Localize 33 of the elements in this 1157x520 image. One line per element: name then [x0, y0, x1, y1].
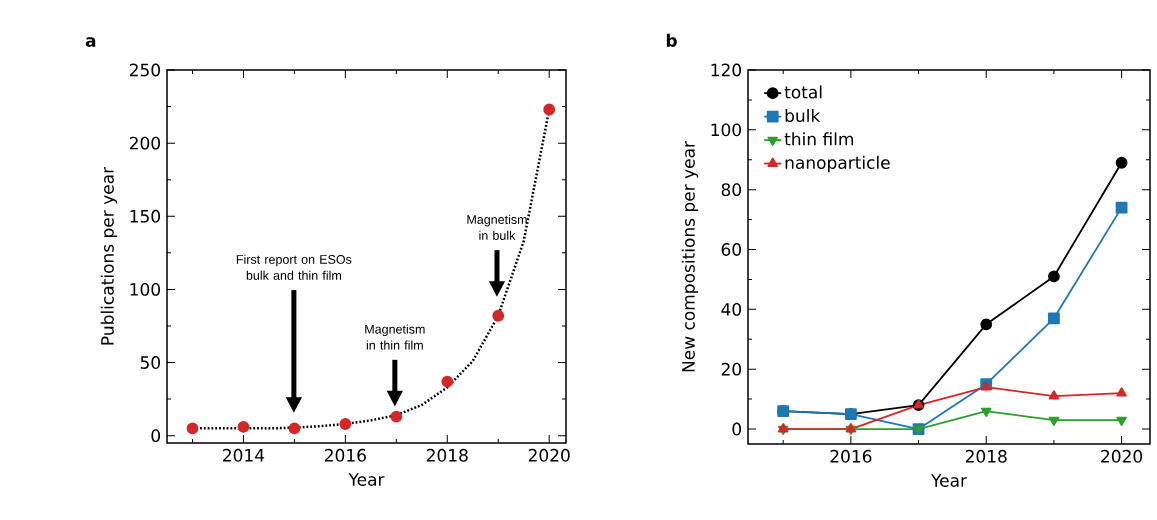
- x-axis-title: Year: [348, 473, 385, 486]
- y-tick-label: 20: [721, 362, 742, 376]
- x-tick-label: 2020: [528, 448, 570, 462]
- x-tick-label: 2016: [324, 448, 366, 462]
- y-tick-label: 40: [721, 302, 742, 316]
- y-tick-label: 50: [140, 356, 161, 369]
- annotation: Magnetism in thin film: [365, 324, 425, 350]
- x-tick-label: 2014: [223, 448, 265, 462]
- y-tick-label: 60: [721, 243, 742, 256]
- legend-label: total: [784, 85, 822, 99]
- y-tick-label: 150: [130, 209, 161, 223]
- chart-title: b: [666, 33, 677, 47]
- x-tick-label: 2020: [1101, 449, 1143, 463]
- y-tick-label: 120: [711, 63, 742, 77]
- legend-label: thin film: [784, 132, 854, 146]
- y-tick-label: 200: [129, 136, 161, 150]
- x-tick-label: 2018: [965, 449, 1007, 463]
- y-tick-label: 0: [732, 422, 742, 436]
- y-tick-label: 80: [721, 183, 742, 197]
- y-tick-label: 0: [151, 429, 161, 443]
- y-tick-label: 250: [129, 63, 161, 77]
- legend-label: nanoparticle: [785, 155, 890, 173]
- y-tick-label: 100: [711, 123, 742, 137]
- y-axis-title: Publications per year: [100, 166, 118, 345]
- legend-label: bulk: [785, 108, 821, 123]
- y-tick-label: 100: [130, 282, 161, 296]
- y-axis-title: New compositions per year: [681, 141, 699, 372]
- annotation: First report on ESOs bulk and thin film: [236, 254, 352, 280]
- x-tick-label: 2018: [426, 448, 468, 462]
- chart-title: a: [85, 37, 96, 47]
- x-tick-label: 2016: [830, 449, 872, 463]
- x-axis-title: Year: [930, 474, 968, 487]
- annotation: Magnetism in bulk: [467, 214, 527, 240]
